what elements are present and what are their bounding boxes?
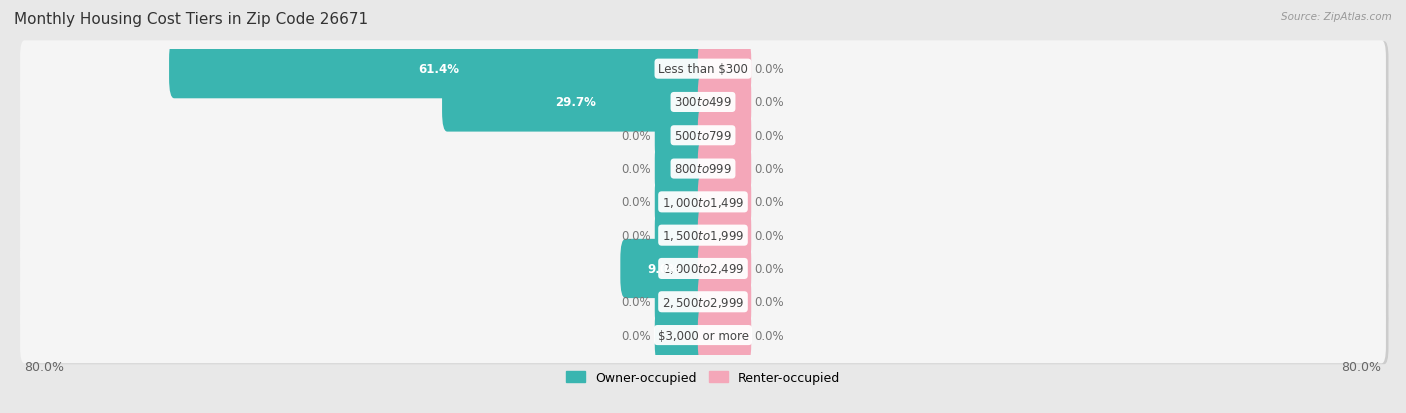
FancyBboxPatch shape: [22, 208, 1389, 265]
FancyBboxPatch shape: [20, 41, 1386, 98]
FancyBboxPatch shape: [22, 275, 1389, 331]
Text: $3,000 or more: $3,000 or more: [658, 329, 748, 342]
Text: $500 to $799: $500 to $799: [673, 129, 733, 142]
FancyBboxPatch shape: [22, 308, 1389, 364]
FancyBboxPatch shape: [697, 306, 751, 365]
FancyBboxPatch shape: [20, 141, 1386, 197]
Text: 0.0%: 0.0%: [621, 196, 651, 209]
Text: 0.0%: 0.0%: [755, 196, 785, 209]
FancyBboxPatch shape: [655, 273, 709, 332]
FancyBboxPatch shape: [169, 40, 709, 99]
FancyBboxPatch shape: [655, 173, 709, 232]
Text: 80.0%: 80.0%: [24, 360, 65, 373]
FancyBboxPatch shape: [20, 274, 1386, 330]
FancyBboxPatch shape: [22, 75, 1389, 132]
Text: 0.0%: 0.0%: [755, 129, 785, 142]
FancyBboxPatch shape: [697, 107, 751, 166]
FancyBboxPatch shape: [22, 142, 1389, 198]
Text: 0.0%: 0.0%: [621, 329, 651, 342]
FancyBboxPatch shape: [697, 273, 751, 332]
FancyBboxPatch shape: [655, 107, 709, 166]
Text: 0.0%: 0.0%: [755, 163, 785, 176]
FancyBboxPatch shape: [20, 207, 1386, 264]
Text: $800 to $999: $800 to $999: [673, 163, 733, 176]
Text: 0.0%: 0.0%: [755, 229, 785, 242]
FancyBboxPatch shape: [22, 109, 1389, 165]
FancyBboxPatch shape: [20, 174, 1386, 230]
Text: $2,000 to $2,499: $2,000 to $2,499: [662, 262, 744, 276]
FancyBboxPatch shape: [697, 239, 751, 298]
Legend: Owner-occupied, Renter-occupied: Owner-occupied, Renter-occupied: [561, 366, 845, 389]
Text: $300 to $499: $300 to $499: [673, 96, 733, 109]
Text: $1,000 to $1,499: $1,000 to $1,499: [662, 195, 744, 209]
Text: 9.0%: 9.0%: [648, 262, 681, 275]
FancyBboxPatch shape: [655, 306, 709, 365]
Text: Source: ZipAtlas.com: Source: ZipAtlas.com: [1281, 12, 1392, 22]
FancyBboxPatch shape: [697, 40, 751, 99]
Text: 29.7%: 29.7%: [555, 96, 596, 109]
FancyBboxPatch shape: [20, 108, 1386, 164]
FancyBboxPatch shape: [655, 140, 709, 199]
FancyBboxPatch shape: [620, 239, 709, 298]
Text: $2,500 to $2,999: $2,500 to $2,999: [662, 295, 744, 309]
Text: 0.0%: 0.0%: [621, 229, 651, 242]
Text: 61.4%: 61.4%: [418, 63, 460, 76]
FancyBboxPatch shape: [20, 240, 1386, 297]
Text: Monthly Housing Cost Tiers in Zip Code 26671: Monthly Housing Cost Tiers in Zip Code 2…: [14, 12, 368, 27]
FancyBboxPatch shape: [697, 140, 751, 199]
FancyBboxPatch shape: [655, 206, 709, 265]
Text: 0.0%: 0.0%: [755, 262, 785, 275]
Text: 0.0%: 0.0%: [755, 96, 785, 109]
FancyBboxPatch shape: [20, 74, 1386, 131]
Text: 0.0%: 0.0%: [621, 163, 651, 176]
Text: 0.0%: 0.0%: [755, 63, 785, 76]
FancyBboxPatch shape: [22, 42, 1389, 99]
Text: $1,500 to $1,999: $1,500 to $1,999: [662, 229, 744, 242]
FancyBboxPatch shape: [20, 307, 1386, 363]
FancyBboxPatch shape: [697, 206, 751, 265]
FancyBboxPatch shape: [441, 73, 709, 132]
FancyBboxPatch shape: [697, 73, 751, 132]
FancyBboxPatch shape: [697, 173, 751, 232]
Text: 0.0%: 0.0%: [755, 329, 785, 342]
Text: 80.0%: 80.0%: [1341, 360, 1382, 373]
FancyBboxPatch shape: [22, 175, 1389, 231]
Text: 0.0%: 0.0%: [621, 296, 651, 309]
Text: 0.0%: 0.0%: [755, 296, 785, 309]
Text: 0.0%: 0.0%: [621, 129, 651, 142]
Text: Less than $300: Less than $300: [658, 63, 748, 76]
FancyBboxPatch shape: [22, 242, 1389, 298]
